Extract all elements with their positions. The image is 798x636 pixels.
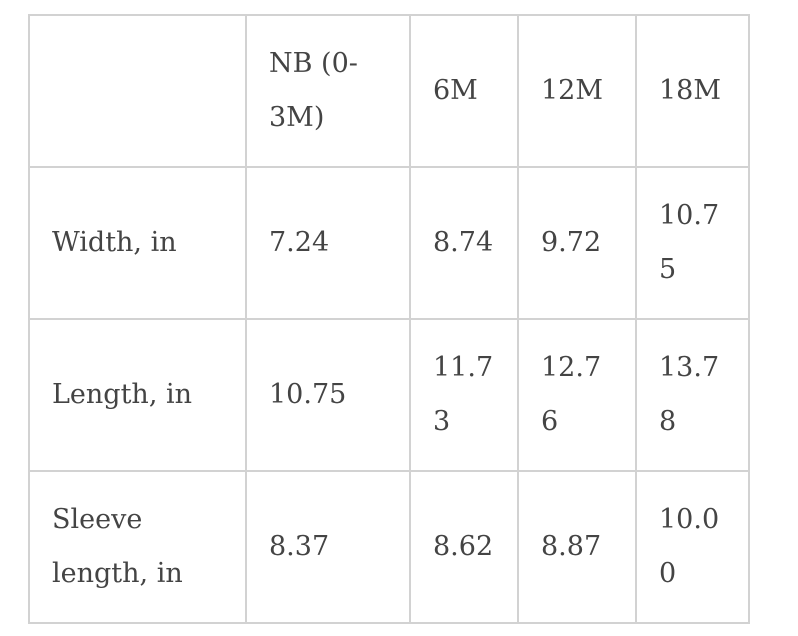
row-label-length: Length, in	[28, 318, 247, 472]
header-cell-12m: 12M	[517, 14, 637, 168]
header-row: NB (0-3M) 6M 12M 18M	[28, 14, 750, 168]
cell-length-nb: 10.75	[245, 318, 411, 472]
size-chart-table: NB (0-3M) 6M 12M 18M Width, in 7.24 8.74…	[28, 14, 750, 624]
cell-width-18m: 10.75	[635, 166, 750, 320]
cell-sleeve-18m: 10.00	[635, 470, 750, 624]
cell-sleeve-12m: 8.87	[517, 470, 637, 624]
header-cell-blank	[28, 14, 247, 168]
cell-length-18m: 13.78	[635, 318, 750, 472]
cell-width-12m: 9.72	[517, 166, 637, 320]
header-cell-nb-0-3m: NB (0-3M)	[245, 14, 411, 168]
header-cell-6m: 6M	[409, 14, 519, 168]
table-row-width: Width, in 7.24 8.74 9.72 10.75	[28, 166, 750, 320]
cell-sleeve-nb: 8.37	[245, 470, 411, 624]
cell-length-12m: 12.76	[517, 318, 637, 472]
cell-sleeve-6m: 8.62	[409, 470, 519, 624]
row-label-sleeve-length: Sleeve length, in	[28, 470, 247, 624]
cell-length-6m: 11.73	[409, 318, 519, 472]
cell-width-6m: 8.74	[409, 166, 519, 320]
table-row-length: Length, in 10.75 11.73 12.76 13.78	[28, 318, 750, 472]
cell-width-nb: 7.24	[245, 166, 411, 320]
table-row-sleeve-length: Sleeve length, in 8.37 8.62 8.87 10.00	[28, 470, 750, 624]
row-label-width: Width, in	[28, 166, 247, 320]
header-cell-18m: 18M	[635, 14, 750, 168]
